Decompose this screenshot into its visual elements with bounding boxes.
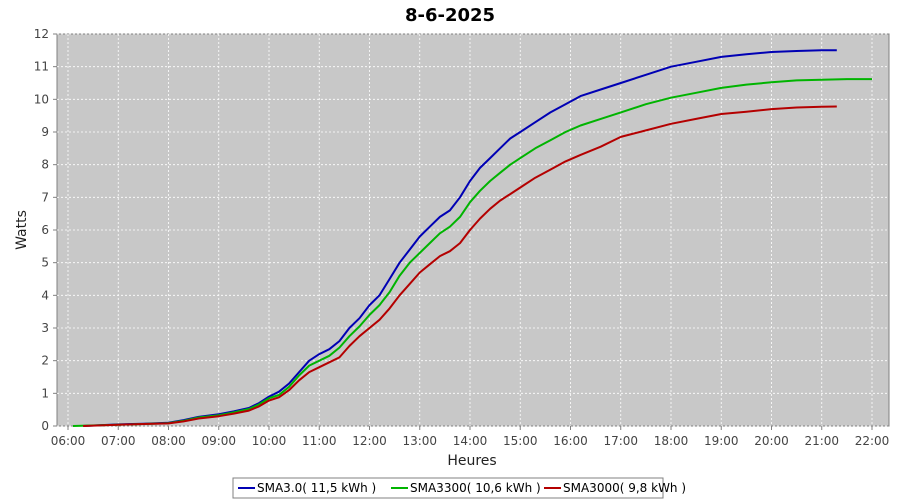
y-tick-label: 5: [41, 256, 49, 270]
series-line-1: [72, 78, 872, 427]
x-tick-label: 08:00: [151, 434, 186, 448]
legend-entry: SMA3300( 10,6 kWh ): [410, 481, 541, 495]
series-line-2: [83, 105, 837, 427]
y-tick-label: 0: [41, 419, 49, 433]
x-tick-label: 07:00: [101, 434, 136, 448]
legend-entry: SMA3.0( 11,5 kWh ): [257, 481, 376, 495]
x-tick-label: 20:00: [754, 434, 789, 448]
legend-box: [232, 477, 664, 499]
y-tick-label: 12: [34, 27, 49, 41]
y-tick-label: 8: [41, 158, 49, 172]
x-tick-label: 17:00: [603, 434, 638, 448]
x-tick-label: 21:00: [804, 434, 839, 448]
legend-entry: SMA3000( 9,8 kWh ): [563, 481, 686, 495]
x-tick-label: 10:00: [252, 434, 287, 448]
y-tick-label: 7: [41, 190, 49, 204]
y-tick-label: 10: [34, 92, 49, 106]
x-tick-label: 16:00: [553, 434, 588, 448]
x-axis: 06:00 07:00 08:00 09:00 10:00 11:00 12:00 13:00…: [51, 426, 890, 448]
y-tick-label: 3: [41, 321, 49, 335]
grid: [57, 33, 889, 427]
x-axis-label: Heures: [447, 453, 496, 469]
chart-title: 8-6-2025: [405, 5, 495, 26]
series-line-0: [83, 49, 837, 427]
y-axis-label: Watts: [14, 210, 30, 250]
x-tick-label: 22:00: [855, 434, 890, 448]
x-tick-label: 12:00: [352, 434, 387, 448]
series-lines: [72, 49, 872, 427]
x-tick-label: 15:00: [503, 434, 538, 448]
x-tick-label: 14:00: [453, 434, 488, 448]
y-tick-label: 1: [41, 386, 49, 400]
x-tick-label: 06:00: [51, 434, 86, 448]
x-tick-label: 19:00: [704, 434, 739, 448]
x-tick-label: 13:00: [402, 434, 437, 448]
y-tick-label: 4: [41, 288, 49, 302]
y-tick-label: 9: [41, 125, 49, 139]
y-tick-label: 11: [34, 60, 49, 74]
y-tick-label: 6: [41, 223, 49, 237]
x-tick-label: 09:00: [201, 434, 236, 448]
x-tick-label: 18:00: [654, 434, 689, 448]
x-tick-label: 11:00: [302, 434, 337, 448]
legend: SMA3.0( 11,5 kWh ) SMA3300( 10,6 kWh ) SMA…: [232, 477, 686, 499]
y-tick-label: 2: [41, 354, 49, 368]
